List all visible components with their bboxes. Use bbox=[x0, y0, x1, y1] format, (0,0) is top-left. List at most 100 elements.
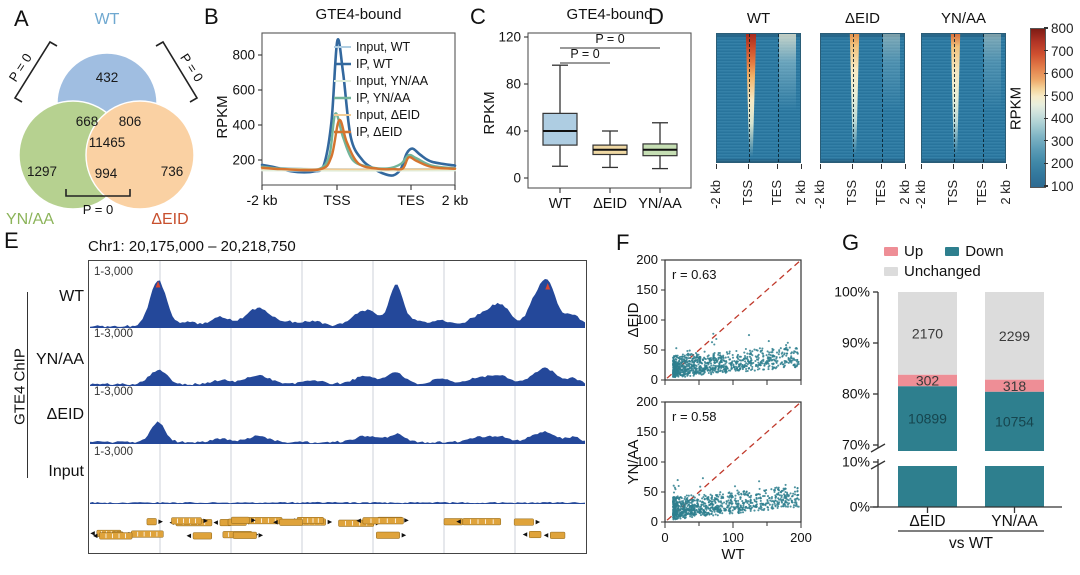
heatmap-xtick bbox=[776, 164, 778, 169]
boxplot-boxes: P = 0P = 0 bbox=[542, 32, 678, 170]
colorbar-tick-label: 500 bbox=[1051, 88, 1074, 104]
f-ytick: 0 bbox=[651, 514, 658, 529]
heatmap-xtick-label: 2 kb bbox=[897, 180, 912, 205]
legend-label-down: Down bbox=[965, 242, 1004, 260]
heatmap-wt bbox=[716, 33, 801, 163]
heatmap-xtick-label: TES bbox=[974, 180, 990, 206]
b-xtick: 2 kb bbox=[442, 192, 469, 208]
heatmap-xtick-label: TES bbox=[769, 180, 785, 206]
b-xtick: TES bbox=[397, 192, 424, 208]
f-ytick: 150 bbox=[636, 424, 658, 439]
f-ytick: 100 bbox=[636, 454, 658, 469]
colorbar-tick bbox=[1044, 27, 1048, 29]
colorbar-tick bbox=[1044, 49, 1048, 52]
g-category-ynaa: YN/AA bbox=[991, 513, 1038, 530]
legend-item: IP, WT bbox=[356, 57, 393, 71]
b-xtick: -2 kb bbox=[246, 192, 277, 208]
heatmap-xtick-label: 2 kb bbox=[793, 180, 808, 205]
track-label-input: Input bbox=[48, 463, 84, 480]
b-ytick: 200 bbox=[232, 153, 255, 168]
venn-bracket-left bbox=[13, 40, 58, 103]
heatmap-tss-signal bbox=[849, 34, 860, 162]
heatmap-tss-signal bbox=[745, 34, 757, 162]
legend-swatch-up bbox=[884, 246, 898, 256]
venn-label-deid: ΔEID bbox=[151, 211, 188, 228]
f-xtick: 100 bbox=[722, 530, 744, 545]
venn-count-wt-ynaa: 668 bbox=[76, 114, 99, 129]
metagene-plot: 200 400 600 800 -2 kb TSS TES 2 kb RPKM … bbox=[214, 32, 468, 208]
f-xlabel: WT bbox=[721, 546, 744, 563]
svg-text:10899: 10899 bbox=[908, 411, 947, 427]
heatmap-xtick bbox=[851, 164, 853, 169]
tes-dashed-line bbox=[882, 34, 883, 162]
svg-text:318: 318 bbox=[1003, 378, 1027, 394]
panel-a-letter: A bbox=[14, 6, 29, 31]
venn-label-wt: WT bbox=[95, 11, 120, 28]
heatmap-deid bbox=[820, 33, 905, 163]
venn-pvalue-right: P = 0 bbox=[177, 51, 206, 85]
legend-item: IP, YN/AA bbox=[356, 91, 411, 105]
colorbar-tick-label: 400 bbox=[1051, 111, 1074, 127]
b-xtick: TSS bbox=[323, 192, 350, 208]
colorbar-tick bbox=[1044, 185, 1048, 187]
stacked-bar-chart: 2170 302 10899 2299 318 10754 100% 90% 80% 70… bbox=[834, 284, 1062, 552]
f-ylabel: ΔEID bbox=[625, 302, 642, 337]
tes-dashed-line bbox=[983, 34, 984, 162]
venn-bracket-right bbox=[155, 40, 199, 103]
heatmap-xtick bbox=[904, 164, 906, 169]
heatmap-xtick bbox=[920, 164, 922, 169]
g-legend: Up Down Unchanged bbox=[884, 241, 1004, 281]
chip-group-label: GTE4 ChIP bbox=[11, 348, 29, 425]
heatmap-xtick bbox=[981, 164, 983, 169]
venn-label-ynaa: YN/AA bbox=[6, 211, 54, 228]
svg-text:P = 0: P = 0 bbox=[570, 47, 599, 61]
heatmap-xtick-label: TES bbox=[873, 180, 889, 206]
heatmap-tes-signal bbox=[779, 34, 796, 162]
heatmap-title-ynaa: YN/AA bbox=[940, 10, 986, 27]
c-xtick: YN/AA bbox=[638, 196, 682, 212]
heatmap-xtick bbox=[952, 164, 954, 169]
correlation-label: r = 0.58 bbox=[672, 409, 716, 424]
colorbar-tick-label: 100 bbox=[1051, 179, 1074, 194]
c-ytick: 120 bbox=[498, 30, 521, 45]
g-ytick: 100% bbox=[834, 284, 870, 300]
correlation-label: r = 0.63 bbox=[672, 267, 716, 282]
heatmap-xtick-label: 2 kb bbox=[998, 180, 1013, 205]
venn-circle-deid bbox=[85, 100, 195, 210]
venn-bracket-bottom bbox=[65, 189, 131, 197]
c-ytick: 40 bbox=[506, 124, 521, 139]
heatmap-xtick bbox=[819, 164, 821, 169]
heatmap-title-deid: ΔEID bbox=[844, 10, 881, 27]
panel-e-letter: E bbox=[4, 228, 19, 253]
venn-count-ynaa-only: 1297 bbox=[27, 164, 57, 179]
track-scale: 1-3,000 bbox=[94, 386, 133, 398]
metagene-legend: Input, WT IP, WT Input, YN/AA IP, YN/AA … bbox=[334, 40, 429, 139]
colorbar-tick bbox=[1044, 162, 1048, 165]
b-ytick: 800 bbox=[232, 48, 255, 63]
tss-dashed-line bbox=[749, 34, 750, 162]
svg-text:302: 302 bbox=[916, 373, 940, 389]
tes-dashed-line bbox=[778, 34, 779, 162]
f-ytick: 50 bbox=[644, 342, 658, 357]
heatmap-xtick bbox=[1005, 164, 1007, 169]
legend-item: Input, WT bbox=[356, 40, 411, 54]
panel-c-title: GTE4-bound bbox=[566, 6, 653, 23]
heatmap-tes-signal bbox=[984, 34, 1001, 162]
heatmap-xtick bbox=[747, 164, 749, 169]
venn-count-all: 11465 bbox=[89, 135, 126, 150]
legend-swatch-unchanged bbox=[884, 266, 898, 276]
heatmap-tes-signal bbox=[883, 34, 900, 162]
g-ytick: 70% bbox=[842, 437, 870, 453]
panel-g-letter: G bbox=[842, 230, 860, 255]
c-ylabel: RPKM bbox=[481, 91, 498, 134]
c-ytick: 0 bbox=[513, 171, 521, 186]
b-ytick: 600 bbox=[232, 83, 255, 98]
track-scale: 1-3,000 bbox=[94, 266, 133, 278]
f-xtick: 0 bbox=[661, 530, 668, 545]
c-ytick: 80 bbox=[506, 77, 521, 92]
stacked-bars: 2170 302 10899 2299 318 10754 bbox=[898, 292, 1044, 507]
svg-text:10754: 10754 bbox=[995, 413, 1034, 429]
venn-pvalue-bottom: P = 0 bbox=[83, 202, 113, 217]
g-ytick: 80% bbox=[842, 386, 870, 402]
